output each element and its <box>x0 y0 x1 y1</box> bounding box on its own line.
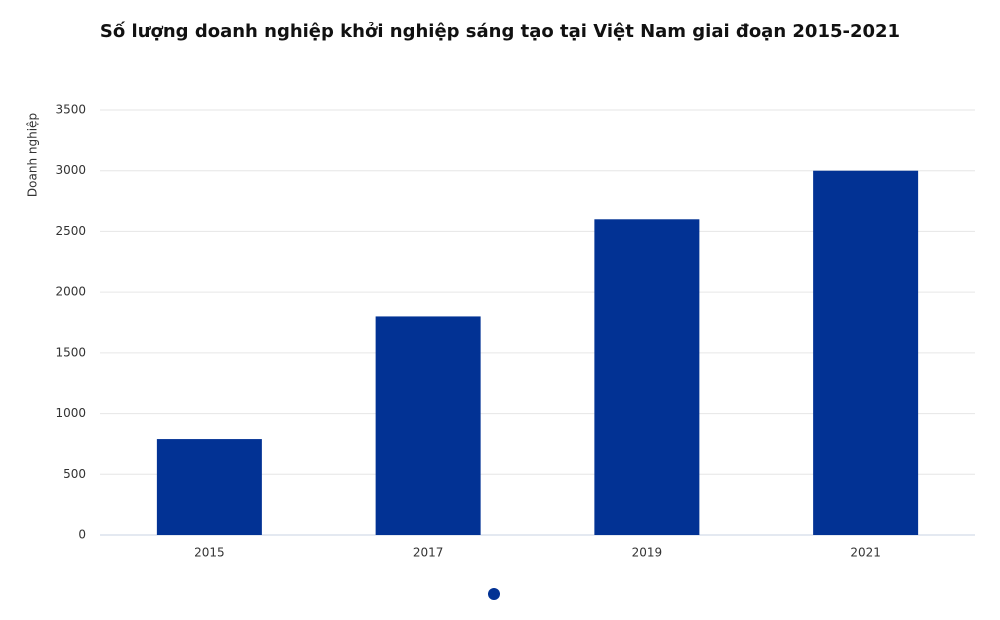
pagination-dot[interactable] <box>488 588 500 600</box>
y-tick-label: 0 <box>78 528 86 542</box>
x-tick-label: 2017 <box>413 546 444 560</box>
bar <box>594 219 700 536</box>
x-tick-label: 2019 <box>632 546 663 560</box>
y-tick-label: 3000 <box>55 163 86 177</box>
y-tick-label: 2500 <box>55 224 86 238</box>
y-axis-label: Doanh nghiệp <box>26 113 40 197</box>
y-tick-label: 3500 <box>55 103 86 117</box>
y-tick-label: 1000 <box>55 406 86 420</box>
y-tick-label: 2000 <box>55 285 86 299</box>
chart-title: Số lượng doanh nghiệp khởi nghiệp sáng t… <box>100 21 900 42</box>
x-tick-label: 2015 <box>194 546 225 560</box>
bar <box>156 439 262 535</box>
bar <box>375 316 481 535</box>
x-tick-label: 2021 <box>850 546 881 560</box>
bar <box>813 170 919 535</box>
y-tick-label: 500 <box>63 467 86 481</box>
y-tick-label: 1500 <box>55 345 86 359</box>
